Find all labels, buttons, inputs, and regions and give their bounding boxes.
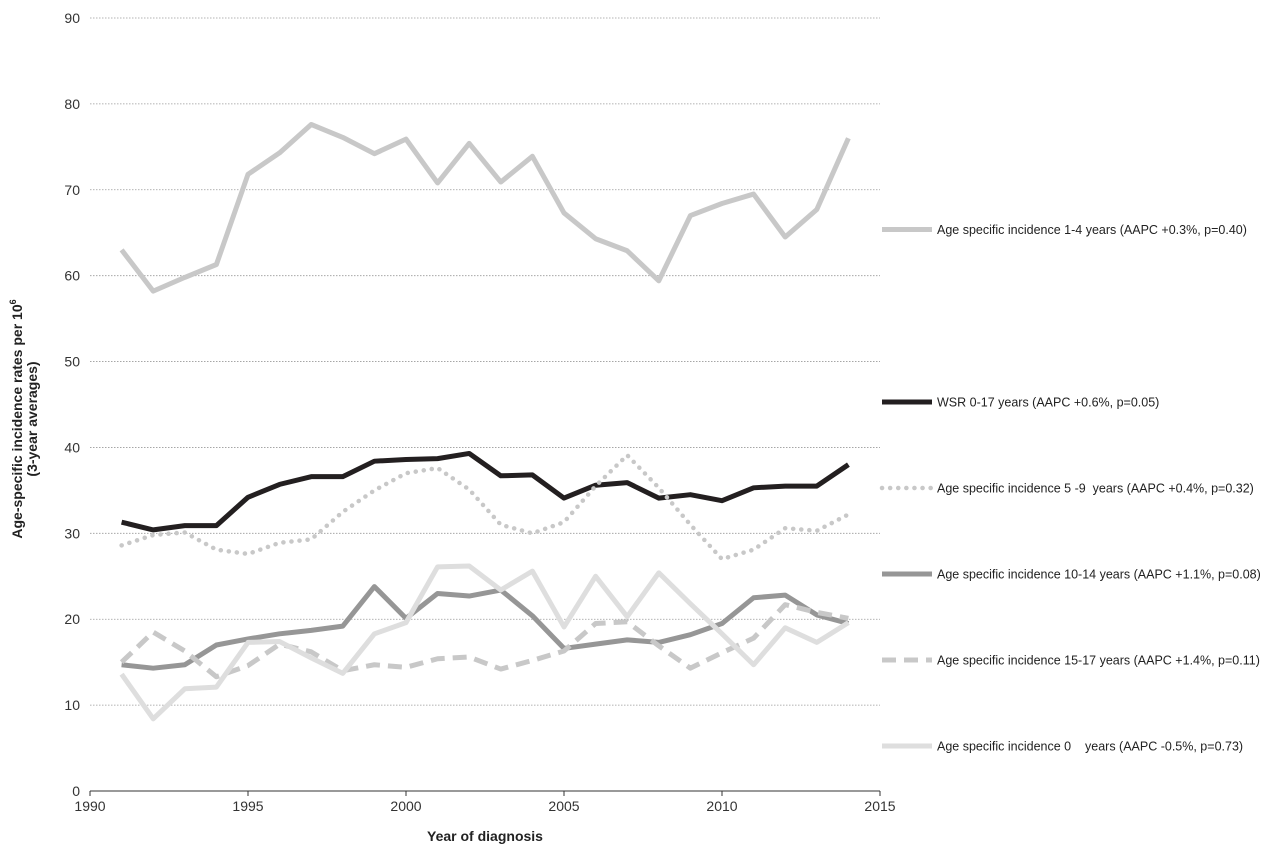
series-lines — [119, 122, 851, 722]
y-tick-label: 30 — [64, 525, 80, 541]
x-tick-labels: 1990 1995 2000 2005 2010 2015 — [74, 798, 895, 814]
legend-item: Age specific incidence 1-4 years (AAPC +… — [882, 223, 1247, 237]
gridlines — [90, 17, 880, 706]
y-tick-label: 10 — [64, 697, 80, 713]
legend-label: Age specific incidence 0 years (AAPC -0.… — [937, 740, 1243, 754]
y-axis-title: Age-specific incidence rates per 106 (3-… — [8, 299, 40, 538]
series-line-2 — [121, 450, 850, 533]
legend-item: Age specific incidence 15-17 years (AAPC… — [882, 654, 1260, 668]
series-line-6 — [119, 563, 850, 722]
x-axis-title: Year of diagnosis — [427, 828, 543, 844]
x-tick-label: 2015 — [864, 798, 895, 814]
series-line-1 — [119, 122, 851, 294]
legend-label: WSR 0-17 years (AAPC +0.6%, p=0.05) — [937, 396, 1159, 410]
legend-item: Age specific incidence 0 years (AAPC -0.… — [882, 740, 1243, 754]
y-tick-labels: 0 10 20 30 40 50 60 70 80 90 — [64, 10, 80, 799]
y-tick-label: 0 — [72, 783, 80, 799]
y-tick-label: 90 — [64, 10, 80, 26]
legend: Age specific incidence 1-4 years (AAPC +… — [879, 223, 1261, 754]
legend-label: Age specific incidence 15-17 years (AAPC… — [937, 654, 1260, 668]
series-line-3 — [119, 452, 851, 562]
y-tick-label: 80 — [64, 96, 80, 112]
y-axis-title-line2: (3-year averages) — [24, 361, 40, 476]
legend-label: Age specific incidence 5 -9 years (AAPC … — [937, 482, 1254, 496]
y-axis-title-superscript: 6 — [8, 299, 18, 304]
y-tick-label: 60 — [64, 268, 80, 284]
axes — [89, 790, 881, 796]
x-tick-label: 2010 — [706, 798, 737, 814]
x-tick-label: 2005 — [548, 798, 579, 814]
x-tick-label: 1990 — [74, 798, 105, 814]
legend-label: Age specific incidence 10-14 years (AAPC… — [937, 568, 1261, 582]
legend-item: WSR 0-17 years (AAPC +0.6%, p=0.05) — [882, 396, 1159, 410]
y-axis-title-text: Age-specific incidence rates per 10 — [9, 304, 25, 538]
y-tick-label: 50 — [64, 354, 80, 370]
y-tick-label: 40 — [64, 439, 80, 455]
series-line-4 — [121, 584, 850, 671]
y-tick-label: 20 — [64, 611, 80, 627]
legend-item: Age specific incidence 10-14 years (AAPC… — [882, 568, 1261, 582]
x-tick-label: 2000 — [390, 798, 421, 814]
y-tick-label: 70 — [64, 182, 80, 198]
x-tick-label: 1995 — [232, 798, 263, 814]
series-line-5 — [119, 602, 849, 680]
legend-label: Age specific incidence 1-4 years (AAPC +… — [937, 223, 1247, 237]
legend-item: Age specific incidence 5 -9 years (AAPC … — [879, 482, 1254, 496]
y-axis-title-line1: Age-specific incidence rates per 106 — [8, 299, 25, 538]
